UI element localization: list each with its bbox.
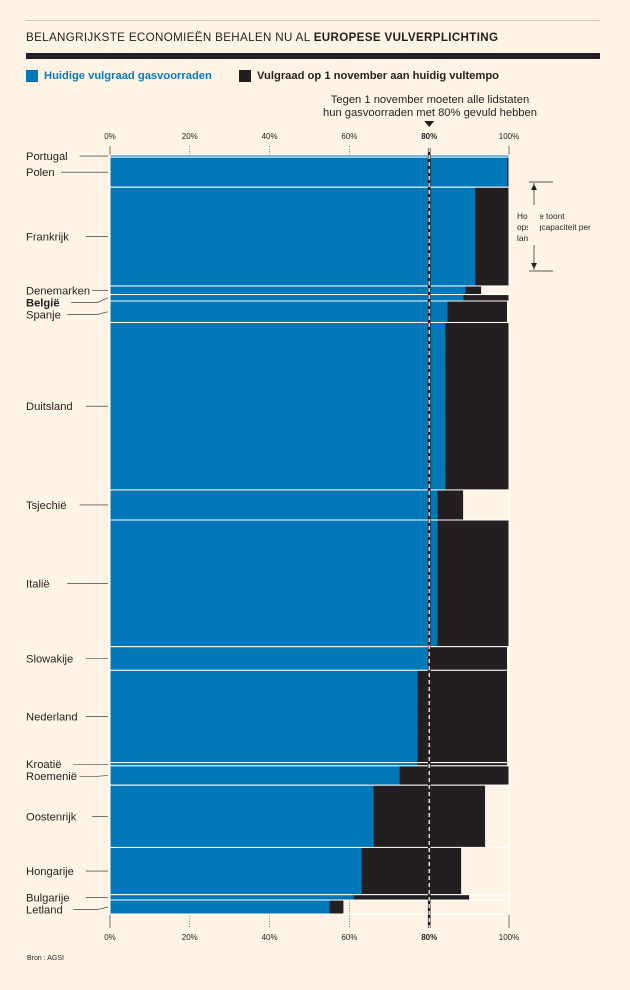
bar-current bbox=[110, 155, 509, 158]
x-tick-label-bottom: 20% bbox=[182, 933, 198, 942]
country-label: Frankrijk bbox=[26, 232, 69, 244]
bar-current bbox=[110, 322, 446, 490]
leader-line bbox=[73, 906, 109, 910]
x-tick-label-bottom: 60% bbox=[341, 933, 357, 942]
country-label: Oostenrijk bbox=[26, 811, 77, 823]
bar-current bbox=[110, 847, 362, 895]
bar-outline bbox=[109, 899, 510, 915]
legend-item-projected: Vulgraad op 1 november aan huidig vultem… bbox=[239, 70, 499, 82]
target-annotation-line1: Tegen 1 november moeten alle lidstaten bbox=[330, 94, 530, 106]
target-annotation: Tegen 1 november moeten alle lidstaten h… bbox=[280, 94, 580, 119]
country-label: Letland bbox=[26, 904, 63, 916]
bar-projected bbox=[429, 646, 508, 671]
x-tick-label-bottom: 40% bbox=[262, 933, 278, 942]
bar-projected bbox=[361, 847, 462, 895]
thick-rule bbox=[26, 53, 600, 59]
country-label: Polen bbox=[26, 167, 55, 179]
leader-line bbox=[67, 311, 109, 315]
bar-projected bbox=[437, 489, 464, 521]
bar-projected bbox=[437, 520, 509, 647]
country-label: Tsjechië bbox=[26, 500, 66, 512]
capacity-arrow-up bbox=[531, 184, 537, 190]
target-marker bbox=[424, 121, 435, 127]
country-label: Slowakije bbox=[26, 653, 73, 665]
bar-projected bbox=[475, 187, 509, 286]
bar-current bbox=[110, 670, 418, 763]
country-label: Kroatië bbox=[26, 759, 61, 771]
bar-projected bbox=[445, 322, 509, 490]
x-tick-label-bottom: 80% bbox=[421, 933, 437, 942]
bar-current bbox=[110, 765, 400, 786]
capacity-note: Hoogte toont opslagcapaciteit per land bbox=[517, 211, 591, 243]
leader-line bbox=[79, 775, 109, 777]
country-label: Denemarken bbox=[26, 285, 90, 297]
bar-projected bbox=[417, 670, 508, 763]
x-tick-label-top: 40% bbox=[262, 132, 278, 141]
x-tick-label-top: 80% bbox=[421, 132, 437, 141]
country-label: Roemenië bbox=[26, 771, 77, 783]
country-label: Spanje bbox=[26, 309, 61, 321]
bar-current bbox=[110, 900, 330, 914]
legend-swatch-current bbox=[26, 70, 38, 82]
x-tick-label-bottom: 0% bbox=[104, 933, 116, 942]
country-label: Duitsland bbox=[26, 401, 73, 413]
bar-projected bbox=[507, 157, 509, 188]
bar-projected bbox=[353, 894, 470, 901]
bar-current bbox=[110, 520, 438, 647]
top-rule bbox=[26, 20, 600, 21]
legend-label-current: Huidige vulgraad gasvoorraden bbox=[44, 70, 212, 82]
bar-current bbox=[110, 187, 476, 286]
country-label: Hongarije bbox=[26, 866, 74, 878]
bar-current bbox=[110, 646, 430, 671]
bar-current bbox=[110, 301, 448, 323]
leader-line bbox=[71, 297, 109, 303]
bar-current bbox=[110, 157, 508, 188]
bar-projected bbox=[463, 294, 509, 302]
bar-current bbox=[110, 489, 438, 521]
bar-current bbox=[110, 294, 464, 302]
country-label: Nederland bbox=[26, 711, 78, 723]
bar-current bbox=[110, 785, 374, 848]
country-label: Portugal bbox=[26, 151, 68, 163]
legend-swatch-projected bbox=[239, 70, 251, 82]
x-tick-label-bottom: 100% bbox=[499, 933, 519, 942]
bar-current bbox=[110, 762, 418, 766]
title-plain: BELANGRIJKSTE ECONOMIEËN BEHALEN NU AL bbox=[26, 31, 314, 44]
x-tick-label-top: 0% bbox=[104, 132, 116, 141]
legend-label-projected: Vulgraad op 1 november aan huidig vultem… bbox=[257, 70, 500, 82]
title-bold: EUROPESE VULVERPLICHTING bbox=[313, 31, 499, 44]
country-label: België bbox=[26, 297, 60, 309]
bar-projected bbox=[465, 285, 482, 295]
source-note: Bron : AGSI bbox=[27, 955, 64, 962]
bar-projected bbox=[417, 762, 508, 766]
legend-item-current: Huidige vulgraad gasvoorraden bbox=[26, 70, 212, 82]
bar-projected bbox=[329, 900, 344, 914]
target-annotation-line2: hun gasvoorraden met 80% gevuld hebben bbox=[323, 106, 537, 119]
bar-projected bbox=[447, 301, 508, 323]
bar-projected bbox=[399, 765, 509, 786]
capacity-arrow-down bbox=[531, 263, 537, 269]
x-tick-label-top: 20% bbox=[182, 132, 198, 141]
country-label: Bulgarije bbox=[26, 892, 70, 904]
x-tick-label-top: 60% bbox=[341, 132, 357, 141]
bar-current bbox=[110, 285, 466, 295]
country-label: Italië bbox=[26, 578, 50, 590]
capacity-bracket-gap bbox=[528, 205, 540, 245]
chart-title: BELANGRIJKSTE ECONOMIEËN BEHALEN NU AL E… bbox=[26, 31, 606, 44]
bar-current bbox=[110, 894, 354, 901]
x-tick-label-top: 100% bbox=[499, 132, 519, 141]
